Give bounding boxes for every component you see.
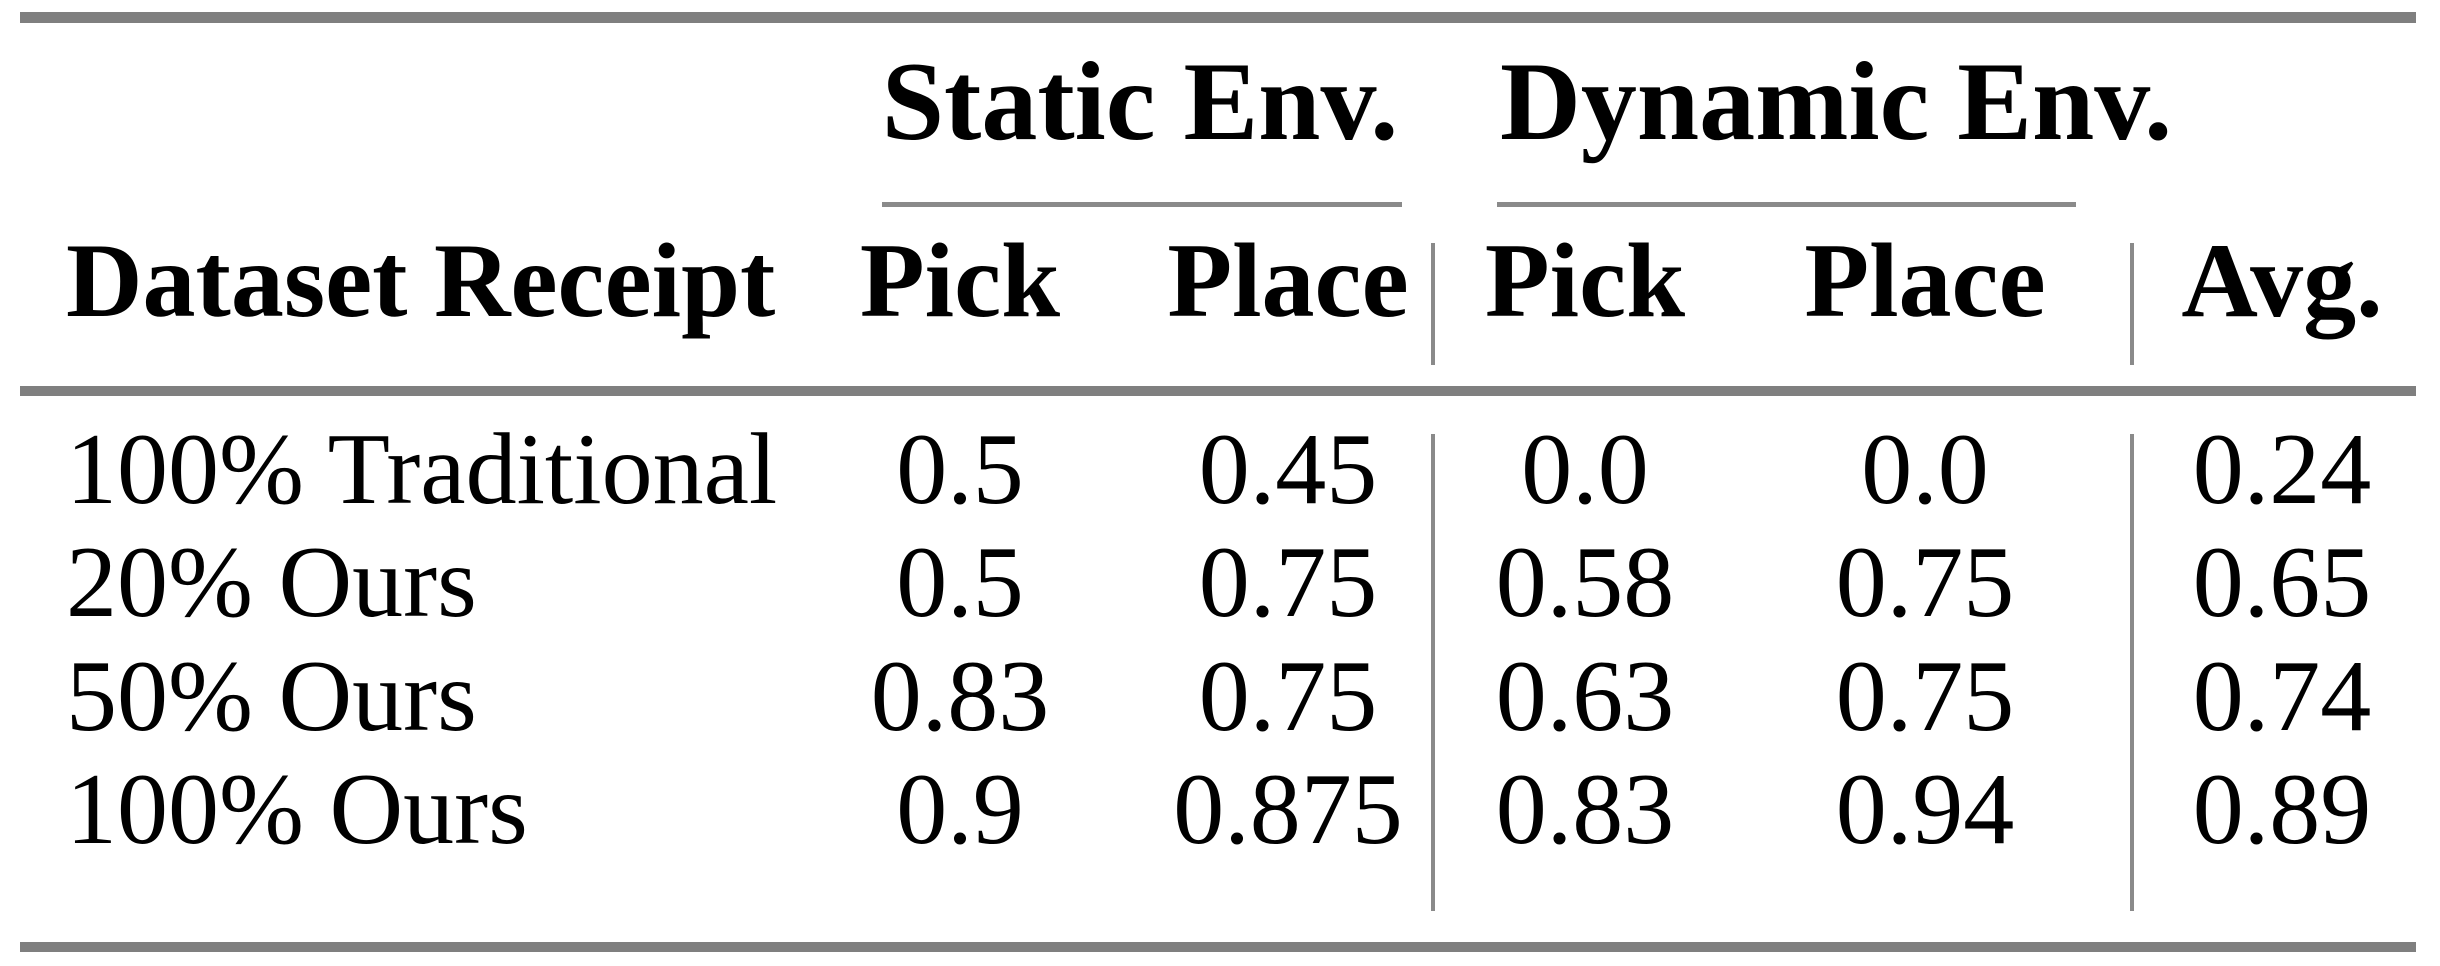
table-cell: 0.24: [2192, 413, 2372, 526]
table-cell: 0.89: [2192, 753, 2372, 866]
table-cell: 0.75: [1198, 526, 1378, 639]
table-cell: 0.58: [1495, 526, 1675, 639]
group-divider-right-header: [2130, 243, 2134, 365]
table-header-separator-rule: [20, 386, 2416, 396]
row-label: 100% Traditional: [66, 413, 778, 526]
column-group-header-dynamic-env: Dynamic Env.: [1500, 40, 2173, 164]
column-group-header-static-env: Static Env.: [881, 40, 1399, 164]
row-label: 100% Ours: [66, 753, 528, 866]
row-label: 50% Ours: [66, 640, 477, 753]
table-cell: 0.83: [1495, 753, 1675, 866]
table-cell: 0.875: [1173, 753, 1403, 866]
table-cell: 0.83: [870, 640, 1050, 753]
table-cell: 0.65: [2192, 526, 2372, 639]
table-top-rule: [20, 12, 2416, 23]
static-group-underline: [882, 202, 1402, 207]
corner-header-dataset-receipt: Dataset Receipt: [66, 222, 776, 339]
table-cell: 0.5: [896, 526, 1024, 639]
table-cell: 0.74: [2192, 640, 2372, 753]
group-divider-right-body: [2130, 434, 2134, 911]
group-divider-left-body: [1431, 434, 1435, 911]
table-cell: 0.5: [896, 413, 1024, 526]
column-header-dynamic-pick: Pick: [1484, 222, 1686, 339]
row-label: 20% Ours: [66, 526, 477, 639]
dynamic-group-underline: [1497, 202, 2076, 207]
column-header-avg: Avg.: [2181, 222, 2383, 339]
column-header-static-place: Place: [1167, 222, 1409, 339]
table-cell: 0.0: [1521, 413, 1649, 526]
table-cell: 0.75: [1835, 526, 2015, 639]
table-cell: 0.75: [1198, 640, 1378, 753]
table-cell: 0.94: [1835, 753, 2015, 866]
table-cell: 0.45: [1198, 413, 1378, 526]
table-cell: 0.0: [1861, 413, 1989, 526]
table-cell: 0.63: [1495, 640, 1675, 753]
table-cell: 0.75: [1835, 640, 2015, 753]
column-header-static-pick: Pick: [859, 222, 1061, 339]
table-cell: 0.9: [896, 753, 1024, 866]
table-bottom-rule: [20, 942, 2416, 952]
group-divider-left-header: [1431, 243, 1435, 365]
column-header-dynamic-place: Place: [1804, 222, 2046, 339]
